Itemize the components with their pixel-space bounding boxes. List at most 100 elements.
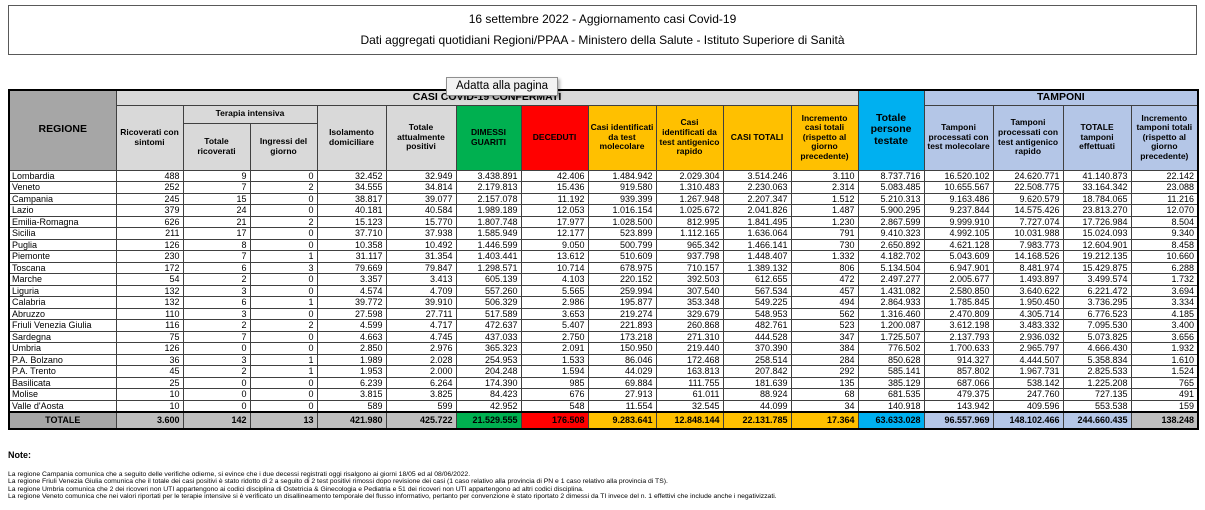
value-cell: 11.192 <box>520 192 589 205</box>
column-header-totale-attualmente-positivi: Totale attualmente positivi <box>385 104 457 171</box>
value-cell: 0 <box>182 342 251 355</box>
value-cell: 329.679 <box>655 307 724 320</box>
value-cell: 4.709 <box>385 284 457 297</box>
value-cell: 678.975 <box>587 261 657 274</box>
value-cell: 10.655.567 <box>923 181 994 194</box>
notes-title: Note: <box>8 450 31 460</box>
value-cell: 27.598 <box>316 307 387 320</box>
total-value-cell: 244.660.435 <box>1062 410 1132 430</box>
value-cell: 612.655 <box>722 273 792 286</box>
value-cell: 0 <box>249 169 318 182</box>
value-cell: 557.260 <box>455 284 522 297</box>
value-cell: 10.492 <box>385 238 457 251</box>
value-cell: 437.033 <box>455 330 522 343</box>
value-cell: 15.770 <box>385 215 457 228</box>
value-cell: 538.142 <box>992 376 1064 389</box>
value-cell: 1 <box>249 250 318 263</box>
value-cell: 259.994 <box>587 284 657 297</box>
column-header-ricoverati-con-sintomi: Ricoverati con sintomi <box>115 104 184 171</box>
column-header-dimessi-guariti: DIMESSI GUARITI <box>455 104 522 171</box>
region-cell: Lombardia <box>8 169 117 182</box>
value-cell: 5.900.295 <box>857 204 925 217</box>
value-cell: 4.992.105 <box>923 227 994 240</box>
value-cell: 86.046 <box>587 353 657 366</box>
value-cell: 2 <box>249 181 318 194</box>
value-cell: 2.750 <box>520 330 589 343</box>
value-cell: 965.342 <box>655 238 724 251</box>
total-value-cell: 63.633.028 <box>857 410 925 430</box>
value-cell: 10.031.988 <box>992 227 1064 240</box>
value-cell: 1.446.599 <box>455 238 522 251</box>
table-row: Sicilia 211 17 0 37.710 37.938 1.585.949 12.177… <box>8 227 1199 240</box>
note-line: La regione Veneto comunica che nei valor… <box>8 492 777 500</box>
region-cell: Calabria <box>8 296 117 309</box>
value-cell: 384 <box>790 342 859 355</box>
value-cell: 5.134.504 <box>857 261 925 274</box>
value-cell: 3.640.622 <box>992 284 1064 297</box>
value-cell: 2 <box>249 319 318 332</box>
value-cell: 15.123 <box>316 215 387 228</box>
value-cell: 12.177 <box>520 227 589 240</box>
note-line: La regione Campania comunica che a segui… <box>8 471 471 478</box>
table-row: Puglia 126 8 0 10.358 10.492 1.446.599 9.050 500… <box>8 238 1199 251</box>
value-cell: 1.389.132 <box>722 261 792 274</box>
value-cell: 25 <box>115 376 184 389</box>
column-header-totale-tamponi: TOTALE tamponi effettuati <box>1062 104 1132 171</box>
value-cell: 626 <box>115 215 184 228</box>
value-cell: 32.545 <box>655 399 724 412</box>
value-cell: 22.142 <box>1130 169 1199 182</box>
value-cell: 1.028.500 <box>587 215 657 228</box>
value-cell: 8.504 <box>1130 215 1199 228</box>
value-cell: 10 <box>115 388 184 401</box>
value-cell: 1.267.948 <box>655 192 724 205</box>
value-cell: 0 <box>249 192 318 205</box>
table-row: Friuli Venezia Giulia 116 2 2 4.599 4.717 472.… <box>8 319 1199 332</box>
value-cell: 0 <box>182 388 251 401</box>
value-cell: 3.653 <box>520 307 589 320</box>
table-row: Sardegna 75 7 0 4.663 4.745 437.033 2.750 173.21… <box>8 330 1199 343</box>
value-cell: 6.947.901 <box>923 261 994 274</box>
value-cell: 857.802 <box>923 365 994 378</box>
table-row: Emilia-Romagna 626 21 2 15.123 15.770 1.807.74… <box>8 215 1199 228</box>
table-row: Valle d'Aosta 10 0 0 589 599 42.952 548 11.554 32… <box>8 399 1199 412</box>
value-cell: 6 <box>182 261 251 274</box>
value-cell: 4.663 <box>316 330 387 343</box>
value-cell: 8.737.716 <box>857 169 925 182</box>
value-cell: 1.585.949 <box>455 227 522 240</box>
value-cell: 765 <box>1130 376 1199 389</box>
value-cell: 9.999.910 <box>923 215 994 228</box>
group-header-row: REGIONE CASI COVID-19 CONFERMATI Totale … <box>8 89 1199 171</box>
value-cell: 1.807.748 <box>455 215 522 228</box>
value-cell: 1.841.495 <box>722 215 792 228</box>
value-cell: 4.574 <box>316 284 387 297</box>
value-cell: 22.508.775 <box>992 181 1064 194</box>
value-cell: 1.950.450 <box>992 296 1064 309</box>
value-cell: 3.483.332 <box>992 319 1064 332</box>
table-row: P.A. Trento 45 2 1 1.953 2.000 204.248 1.594 44.… <box>8 365 1199 378</box>
value-cell: 38.817 <box>316 192 387 205</box>
value-cell: 75 <box>115 330 184 343</box>
table-row: Umbria 126 0 0 2.850 2.976 365.323 2.091 150.950… <box>8 342 1199 355</box>
value-cell: 1.431.082 <box>857 284 925 297</box>
column-header-incremento-tamponi: Incremento tamponi totali (rispetto al g… <box>1130 104 1199 171</box>
table-row: Marche 54 2 0 3.357 3.413 605.139 4.103 220.152 3… <box>8 273 1199 286</box>
value-cell: 548 <box>520 399 589 412</box>
value-cell: 40.181 <box>316 204 387 217</box>
value-cell: 135 <box>790 376 859 389</box>
group-header-tamponi: TAMPONI <box>923 89 1199 106</box>
value-cell: 3.438.891 <box>455 169 522 182</box>
value-cell: 510.609 <box>587 250 657 263</box>
value-cell: 23.088 <box>1130 181 1199 194</box>
value-cell: 589 <box>316 399 387 412</box>
value-cell: 1.487 <box>790 204 859 217</box>
value-cell: 1.610 <box>1130 353 1199 366</box>
value-cell: 54 <box>115 273 184 286</box>
column-header-isolamento-domiciliare: Isolamento domiciliare <box>316 104 387 171</box>
value-cell: 2.867.599 <box>857 215 925 228</box>
value-cell: 2.825.533 <box>1062 365 1132 378</box>
value-cell: 15.429.875 <box>1062 261 1132 274</box>
value-cell: 3.514.246 <box>722 169 792 182</box>
total-value-cell: 148.102.466 <box>992 410 1064 430</box>
value-cell: 5.210.313 <box>857 192 925 205</box>
value-cell: 370.390 <box>722 342 792 355</box>
